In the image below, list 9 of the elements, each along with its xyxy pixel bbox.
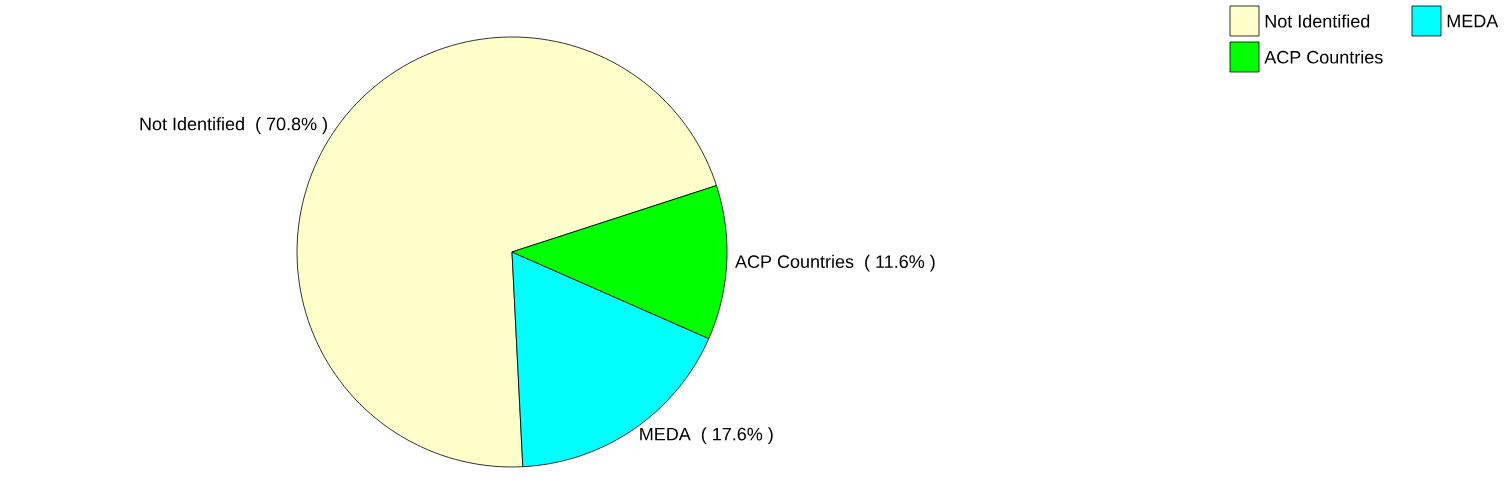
- legend-label: MEDA: [1447, 14, 1499, 28]
- data-label: ( 70.8% ): [256, 117, 327, 134]
- legend-label: ACP Countries: [1264, 50, 1383, 64]
- data-label: ( 11.6% ): [865, 254, 935, 272]
- slice-label: MEDA: [640, 427, 691, 441]
- slice-label: ACP Countries: [735, 254, 854, 269]
- legend-label: Not Identified: [1265, 14, 1370, 28]
- slice-label: Not Identified: [140, 117, 244, 131]
- data-label: ( 17.6% ): [701, 427, 773, 445]
